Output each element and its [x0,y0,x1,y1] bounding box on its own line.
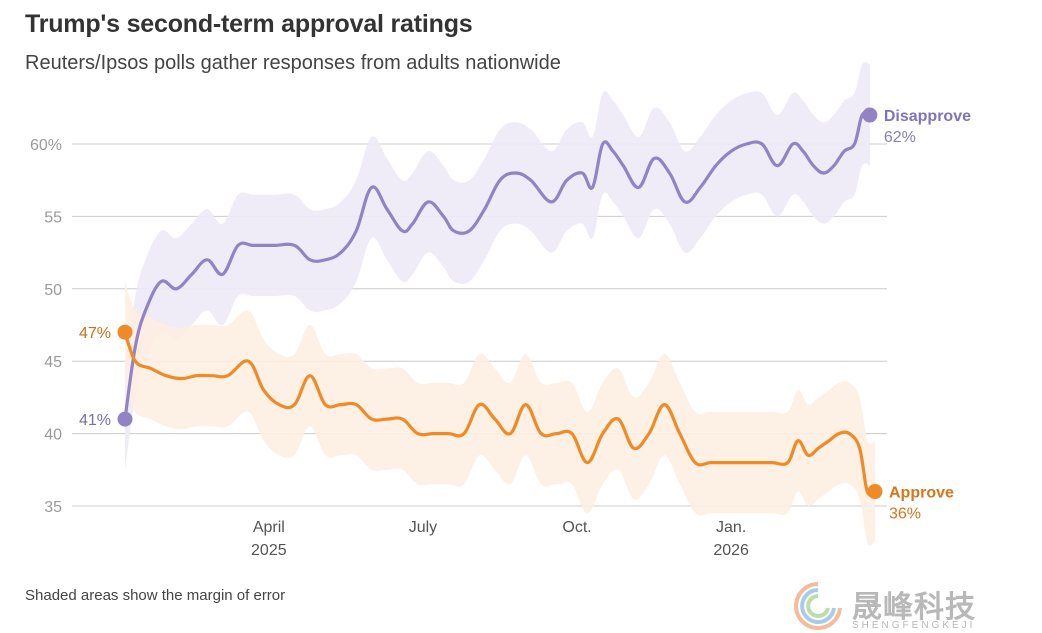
disapprove-end-value: 62% [884,129,916,146]
disapprove-start-label: 41% [79,412,111,429]
x-tick-year-label: 2026 [713,542,749,559]
disapprove-start-point [117,411,133,427]
approve-line [123,330,877,497]
approve-band [125,281,875,546]
y-tick-label: 40 [44,427,62,444]
approve-end-name: Approve [889,485,954,502]
disapprove-band [125,62,870,470]
disapprove-end-point [862,107,878,123]
approve-end-point [867,484,883,500]
series-labels: 41% Disapprove 62% 47% Approve 36% [79,108,971,522]
y-tick-label: 45 [44,354,62,371]
approve-start-point [117,324,133,340]
x-tick-label: April [253,519,285,536]
approve-end-value: 36% [889,506,921,523]
watermark-logo: 晟峰科技 SHENGFENGKEJI [790,578,1035,633]
swirl-logo-icon [794,582,842,630]
end-points [117,107,883,500]
watermark-name: 晟峰科技 [852,590,976,625]
y-tick-label: 60% [30,137,62,154]
chart-title: Trump's second-term approval ratings [25,10,473,38]
approve-start-label: 47% [79,325,111,342]
x-tick-label: Jan. [716,519,746,536]
disapprove-line [123,111,872,421]
y-tick-label: 35 [44,499,62,516]
x-tick-label: Oct. [562,519,591,536]
y-tick-label: 55 [44,209,62,226]
margin-of-error-bands [125,62,875,546]
x-tick-label: July [409,519,437,536]
series-lines [123,111,877,497]
disapprove-end-name: Disapprove [884,108,971,125]
chart-subtitle: Reuters/Ipsos polls gather responses fro… [25,52,561,74]
footnote: Shaded areas show the margin of error [25,587,286,604]
x-tick-year-label: 2025 [251,542,287,559]
x-axis: April 2025 July Oct. Jan. 2026 [251,519,749,559]
y-tick-label: 50 [44,282,62,299]
watermark-sub: SHENGFENGKEJI [852,620,976,631]
